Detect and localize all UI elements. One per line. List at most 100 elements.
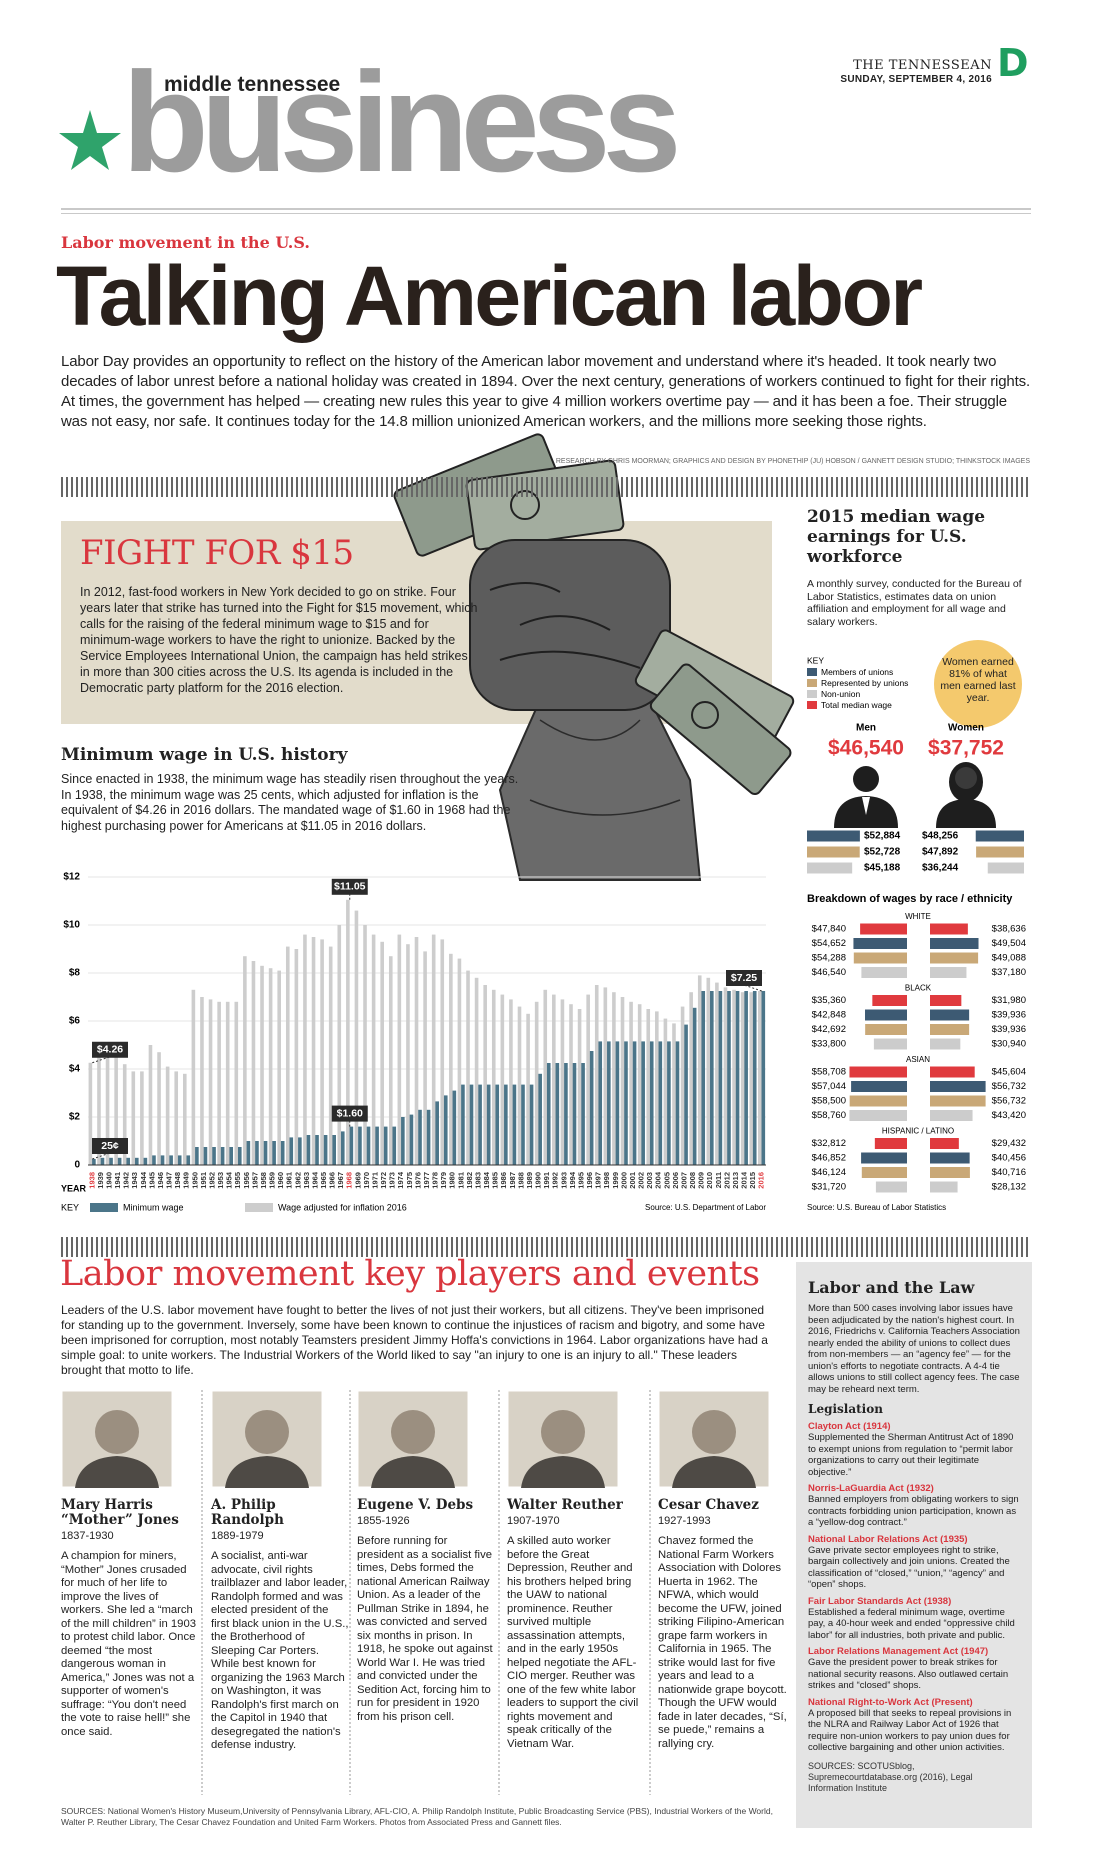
bar xyxy=(383,1126,388,1165)
photo-body xyxy=(521,1456,605,1488)
person-years: 1907-1970 xyxy=(507,1515,560,1527)
bar xyxy=(220,1147,225,1165)
x-tick-label: 2007 xyxy=(679,1172,688,1189)
bar xyxy=(195,1147,199,1165)
players-title: Labor movement key players and events xyxy=(60,1254,760,1294)
data-label: $30,940 xyxy=(992,1039,1026,1050)
legislation-title: Legislation xyxy=(808,1402,883,1416)
data-label: $38,636 xyxy=(992,924,1026,935)
bar xyxy=(143,1157,148,1165)
y-tick-label: $6 xyxy=(69,1016,81,1027)
bar xyxy=(349,1126,354,1165)
bar xyxy=(706,977,711,1165)
bar xyxy=(237,1147,242,1165)
act-name: National Labor Relations Act (1935) xyxy=(808,1533,968,1545)
bar xyxy=(440,939,445,1165)
fight-title: FIGHT FOR $15 xyxy=(80,533,354,573)
x-tick-label: 1995 xyxy=(576,1172,585,1189)
photo-face xyxy=(391,1410,435,1454)
leader xyxy=(92,1152,111,1160)
label-box xyxy=(331,878,368,895)
bar xyxy=(272,1141,276,1165)
data-label: $40,716 xyxy=(992,1167,1026,1178)
x-tick-label: 1940 xyxy=(104,1172,113,1189)
bar xyxy=(607,1041,611,1165)
section-letter: D xyxy=(997,41,1029,85)
data-label: $1.60 xyxy=(337,1107,363,1119)
data-label: $58,708 xyxy=(812,1067,846,1078)
act-name: Fair Labor Standards Act (1938) xyxy=(808,1595,952,1607)
bar xyxy=(105,1047,110,1165)
x-tick-label: 1996 xyxy=(585,1172,594,1189)
x-tick-label: 1942 xyxy=(122,1172,131,1189)
person-name: Eugene V. Debs xyxy=(357,1497,474,1513)
bar xyxy=(298,1137,302,1165)
bar xyxy=(930,1066,975,1078)
x-tick-label: 1974 xyxy=(396,1171,405,1189)
bar xyxy=(491,989,496,1165)
bar xyxy=(861,967,907,978)
person-years: 1889-1979 xyxy=(211,1530,264,1542)
x-tick-label: 1938 xyxy=(87,1172,96,1189)
x-tick-label: 1984 xyxy=(482,1171,491,1189)
bar xyxy=(715,982,719,1165)
bar xyxy=(418,1109,422,1165)
bar xyxy=(517,1006,522,1165)
person-bio: A skilled auto worker before the Great D… xyxy=(507,1535,639,1750)
legend-label: Total median wage xyxy=(821,700,892,710)
data-label: $52,884 xyxy=(864,831,901,842)
rule xyxy=(61,208,1031,210)
person-bio: A socialist, anti-war advocate, civil ri… xyxy=(211,1550,349,1751)
x-tick-label: 1958 xyxy=(259,1172,268,1189)
x-tick-label: 1973 xyxy=(388,1172,397,1189)
bar xyxy=(543,989,548,1165)
x-tick-label: 1982 xyxy=(465,1172,474,1189)
label-box xyxy=(726,970,762,986)
legend-label: Represented by unions xyxy=(821,678,908,688)
credits: RESEARCH BY CHRIS MOORMAN; GRAPHICS AND … xyxy=(555,458,1030,465)
person-years: 1837-1930 xyxy=(61,1530,114,1542)
bar xyxy=(718,991,723,1165)
bar xyxy=(320,939,324,1165)
x-tick-label: 1939 xyxy=(96,1172,105,1189)
bar xyxy=(807,862,853,874)
data-label: $46,540 xyxy=(812,967,846,978)
bar xyxy=(740,992,745,1165)
star xyxy=(59,110,121,170)
bar xyxy=(97,1047,101,1165)
legend-title: KEY xyxy=(807,655,824,665)
bar xyxy=(646,1009,651,1165)
legend-swatch xyxy=(245,1203,273,1212)
person-bio: A champion for miners, “Mother” Jones cr… xyxy=(61,1550,197,1738)
data-label: $33,800 xyxy=(812,1039,846,1050)
act-name: Labor Relations Management Act (1947) xyxy=(808,1646,989,1657)
stripe xyxy=(61,477,1031,497)
bar xyxy=(117,1157,122,1165)
y-tick-label: $2 xyxy=(69,1112,81,1123)
act-name: Clayton Act (1914) xyxy=(808,1421,891,1432)
bar xyxy=(861,1167,907,1178)
x-tick-label: 1992 xyxy=(551,1172,560,1189)
data-label: $39,936 xyxy=(992,1010,1026,1021)
stripe xyxy=(61,1237,1031,1257)
data-label: $54,652 xyxy=(812,938,846,949)
x-tick-label: 1965 xyxy=(319,1172,328,1189)
bar xyxy=(354,910,359,1165)
x-tick-label: 1956 xyxy=(242,1172,251,1189)
bar xyxy=(200,997,204,1165)
x-tick-label: 2016 xyxy=(757,1172,766,1189)
data-label: 25¢ xyxy=(101,1140,119,1152)
x-tick-label: 1971 xyxy=(370,1172,379,1189)
bar xyxy=(289,1137,294,1165)
x-tick-label: 2010 xyxy=(705,1172,714,1189)
bar xyxy=(509,999,513,1165)
person: Mary Harris “Mother” Jones 1837-1930 A cha… xyxy=(61,1498,199,1739)
bar xyxy=(849,1110,907,1121)
bar xyxy=(160,1155,165,1165)
data-label: $52,728 xyxy=(864,847,901,858)
bar xyxy=(538,1073,542,1165)
x-tick-label: 1997 xyxy=(594,1172,603,1189)
legend-label: Wage adjusted for inflation 2016 xyxy=(278,1202,407,1212)
data-label: $46,124 xyxy=(812,1167,846,1178)
